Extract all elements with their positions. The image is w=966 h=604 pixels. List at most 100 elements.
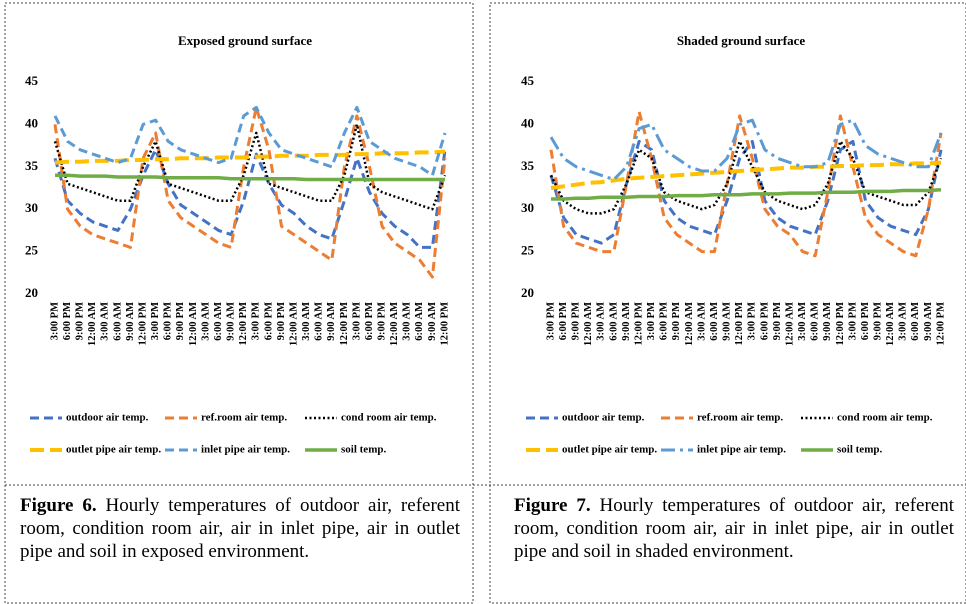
y-tick-label: 20	[25, 285, 38, 300]
y-tick-label: 35	[25, 158, 39, 173]
x-tick-label: 9:00 AM	[822, 302, 833, 341]
y-tick-label: 40	[25, 115, 38, 130]
y-tick-label: 25	[521, 243, 535, 258]
caption-text: Hourly temperatures of outdoor air, refe…	[20, 495, 460, 562]
x-tick-label: 9:00 AM	[427, 302, 438, 341]
panel-border	[489, 2, 966, 604]
x-tick-label: 6:00 AM	[314, 302, 325, 341]
x-tick-label: 6:00 PM	[263, 302, 274, 340]
x-tick-label: 6:00 AM	[112, 302, 123, 341]
x-tick-label: 6:00 PM	[163, 302, 174, 340]
x-tick-label: 3:00 AM	[596, 302, 607, 341]
x-tick-label: 9:00 AM	[722, 302, 733, 341]
x-tick-label: 9:00 PM	[671, 302, 682, 340]
x-tick-label: 6:00 AM	[910, 302, 921, 341]
legend-label: cond room air temp.	[837, 412, 933, 424]
legend-label: outlet pipe air temp.	[562, 444, 657, 456]
x-tick-label: 9:00 PM	[276, 302, 287, 340]
x-tick-label: 9:00 PM	[571, 302, 582, 340]
x-tick-label: 9:00 PM	[377, 302, 388, 340]
y-tick-label: 45	[521, 73, 535, 88]
legend-label: soil temp.	[837, 444, 882, 456]
caption: Figure 7. Hourly temperatures of outdoor…	[514, 494, 954, 563]
x-tick-label: 3:00 AM	[797, 302, 808, 341]
x-tick-label: 6:00 AM	[608, 302, 619, 341]
legend-label: inlet pipe air temp.	[201, 444, 290, 456]
legend-label: soil temp.	[341, 444, 386, 456]
x-tick-label: 3:00 PM	[251, 302, 262, 340]
x-tick-label: 12:00 AM	[885, 302, 896, 346]
y-tick-label: 30	[25, 200, 38, 215]
series-line	[551, 187, 942, 201]
caption-text: Hourly temperatures of outdoor air, refe…	[514, 495, 954, 562]
x-tick-label: 3:00 PM	[545, 302, 556, 340]
x-tick-label: 12:00 PM	[935, 302, 946, 346]
x-tick-label: 3:00 PM	[150, 302, 161, 340]
x-tick-label: 3:00 AM	[402, 302, 413, 341]
series-line	[549, 139, 943, 245]
series-line	[53, 105, 447, 279]
x-tick-label: 3:00 AM	[898, 302, 909, 341]
x-tick-label: 3:00 PM	[351, 302, 362, 340]
y-tick-label: 45	[25, 73, 39, 88]
x-tick-label: 9:00 AM	[923, 302, 934, 341]
x-tick-label: 9:00 AM	[326, 302, 337, 341]
x-tick-label: 6:00 PM	[364, 302, 375, 340]
series-line	[55, 173, 445, 182]
x-tick-label: 3:00 AM	[100, 302, 111, 341]
x-tick-label: 12:00 AM	[87, 302, 98, 346]
caption: Figure 6. Hourly temperatures of outdoor…	[20, 494, 460, 563]
x-tick-label: 6:00 PM	[759, 302, 770, 340]
x-tick-label: 12:00 PM	[238, 302, 249, 346]
series-line	[550, 160, 942, 190]
y-tick-label: 40	[521, 115, 534, 130]
x-tick-label: 12:00 PM	[439, 302, 450, 346]
series-line	[53, 105, 447, 177]
legend-label: inlet pipe air temp.	[697, 444, 786, 456]
x-tick-label: 12:00 AM	[288, 302, 299, 346]
x-tick-label: 6:00 PM	[659, 302, 670, 340]
chart-title: Shaded ground surface	[677, 33, 806, 48]
legend-label: outdoor air temp.	[562, 412, 645, 424]
x-tick-label: 3:00 AM	[301, 302, 312, 341]
x-tick-label: 6:00 PM	[62, 302, 73, 340]
x-tick-label: 12:00 AM	[583, 302, 594, 346]
series-line	[53, 123, 447, 211]
series-line	[549, 118, 943, 181]
x-tick-label: 6:00 PM	[558, 302, 569, 340]
x-tick-label: 9:00 PM	[75, 302, 86, 340]
series-line	[549, 110, 943, 258]
x-tick-label: 9:00 PM	[772, 302, 783, 340]
series-line	[53, 148, 447, 249]
legend-label: ref.room air temp.	[201, 412, 287, 424]
x-tick-label: 6:00 AM	[213, 302, 224, 341]
legend-label: outlet pipe air temp.	[66, 444, 161, 456]
x-tick-label: 12:00 AM	[784, 302, 795, 346]
y-tick-label: 35	[521, 158, 535, 173]
x-tick-label: 3:00 PM	[646, 302, 657, 340]
legend-label: cond room air temp.	[341, 412, 437, 424]
x-tick-label: 12:00 PM	[835, 302, 846, 346]
y-tick-label: 20	[521, 285, 534, 300]
x-tick-label: 9:00 PM	[175, 302, 186, 340]
x-tick-label: 6:00 PM	[860, 302, 871, 340]
legend-label: ref.room air temp.	[697, 412, 783, 424]
panel-border	[4, 2, 474, 604]
x-tick-label: 12:00 PM	[633, 302, 644, 346]
x-tick-label: 9:00 AM	[125, 302, 136, 341]
x-tick-label: 6:00 AM	[709, 302, 720, 341]
x-tick-label: 12:00 PM	[137, 302, 148, 346]
chart-title: Exposed ground surface	[178, 33, 312, 48]
x-tick-label: 12:00 PM	[339, 302, 350, 346]
x-tick-label: 6:00 AM	[414, 302, 425, 341]
caption-label: Figure 6.	[20, 495, 97, 516]
y-tick-label: 25	[25, 243, 39, 258]
x-tick-label: 12:00 PM	[734, 302, 745, 346]
legend-label: outdoor air temp.	[66, 412, 149, 424]
x-tick-label: 3:00 AM	[696, 302, 707, 341]
x-tick-label: 3:00 PM	[847, 302, 858, 340]
x-tick-label: 6:00 AM	[810, 302, 821, 341]
x-tick-label: 12:00 AM	[684, 302, 695, 346]
